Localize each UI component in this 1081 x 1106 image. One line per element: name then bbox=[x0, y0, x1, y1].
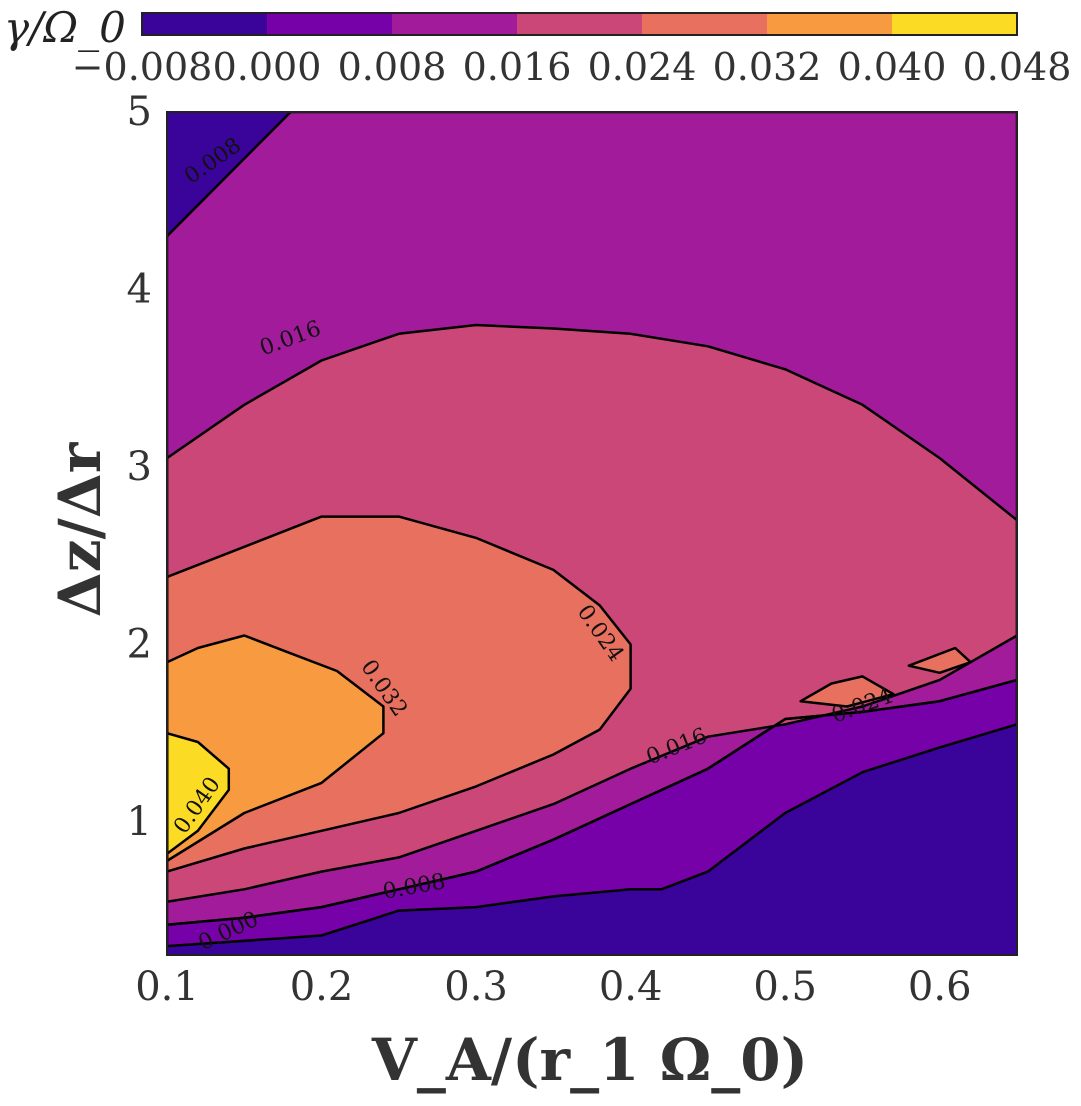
contour-line bbox=[167, 323, 1017, 904]
x-tick-label: 0.2 bbox=[290, 964, 354, 1010]
contour-region-0-040 bbox=[167, 733, 229, 854]
plot-area: 0.0080.0160.0240.0320.0400.0080.0000.016… bbox=[166, 111, 1018, 956]
contour-line bbox=[167, 515, 632, 873]
x-tick-label: 0.5 bbox=[753, 964, 817, 1010]
colorbar-label-text: γ/Ω_0 bbox=[4, 3, 126, 52]
y-tick-label: 5 bbox=[127, 89, 152, 135]
contour-lines bbox=[167, 112, 1017, 948]
colorbar-label: γ/Ω_0 bbox=[4, 3, 126, 52]
y-tick-label: 3 bbox=[127, 444, 152, 490]
x-tick-label: 0.6 bbox=[908, 964, 972, 1010]
contour-line bbox=[167, 731, 231, 856]
contour-fills bbox=[167, 112, 1017, 947]
x-tick-label: 0.4 bbox=[599, 964, 663, 1010]
colorbar: γ/Ω_0 −0.008 0.000 0.008 0.016 0.024 0.032 0.0… bbox=[4, 3, 1071, 89]
colorbar-swatch bbox=[767, 13, 893, 35]
y-tick-label: 2 bbox=[127, 621, 152, 667]
contour-line bbox=[167, 634, 385, 863]
colorbar-swatch bbox=[892, 13, 1018, 35]
colorbar-tick-label: 0.016 bbox=[463, 45, 572, 89]
contour-region-0-000 bbox=[167, 679, 1017, 947]
y-tick-label: 1 bbox=[127, 799, 152, 845]
colorbar-tick-label: 0.048 bbox=[963, 45, 1072, 89]
colorbar-tick-label: 0.024 bbox=[588, 45, 697, 89]
contour-line bbox=[167, 112, 1017, 927]
contour-region-0-024 bbox=[800, 676, 894, 707]
colorbar-swatches bbox=[142, 13, 1018, 35]
colorbar-tick-label: 0.008 bbox=[338, 45, 447, 89]
colorbar-swatch bbox=[142, 13, 268, 35]
y-tick-label: 4 bbox=[127, 266, 152, 312]
colorbar-tick-label: 0.040 bbox=[838, 45, 947, 89]
plot-frame bbox=[166, 111, 1018, 956]
x-axis-ticks: 0.1 0.2 0.3 0.4 0.5 0.6 bbox=[135, 964, 971, 1010]
x-tick-label: 0.3 bbox=[444, 964, 508, 1010]
contour-line bbox=[907, 646, 972, 675]
x-axis-label: V_A/(r_1 Ω_0) bbox=[371, 1026, 808, 1094]
colorbar-tick-label: 0.000 bbox=[213, 45, 322, 89]
colorbar-tick-label: −0.008 bbox=[72, 45, 213, 89]
colorbar-swatch bbox=[392, 13, 518, 35]
y-axis-label: Δz/Δr bbox=[46, 441, 114, 617]
colorbar-swatch bbox=[267, 13, 393, 35]
colorbar-ticks: −0.008 0.000 0.008 0.016 0.024 0.032 0.040 0.04… bbox=[72, 45, 1072, 89]
contour-line bbox=[799, 675, 895, 708]
colorbar-swatch bbox=[642, 13, 768, 35]
contour-region-0-032 bbox=[167, 635, 384, 861]
colorbar-tick-label: 0.032 bbox=[713, 45, 822, 89]
colorbar-swatch bbox=[517, 13, 643, 35]
colorbar-frame bbox=[141, 12, 1018, 36]
y-axis-ticks: 1 2 3 4 5 bbox=[127, 89, 152, 845]
x-tick-label: 0.1 bbox=[135, 964, 199, 1010]
